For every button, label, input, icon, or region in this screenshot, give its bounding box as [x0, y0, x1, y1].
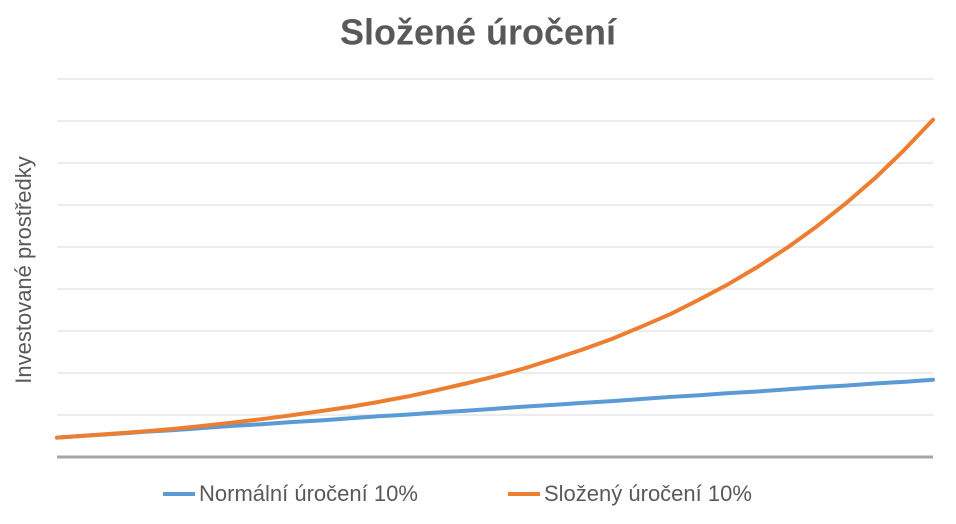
legend-label: Normální úročení 10%: [199, 481, 418, 506]
chart-title: Složené úročení: [340, 12, 617, 53]
y-axis-label: Investované prostředky: [11, 156, 36, 383]
series-line: [55, 117, 935, 440]
legend-label: Složený úročení 10%: [544, 481, 752, 506]
series-line: [55, 377, 935, 440]
